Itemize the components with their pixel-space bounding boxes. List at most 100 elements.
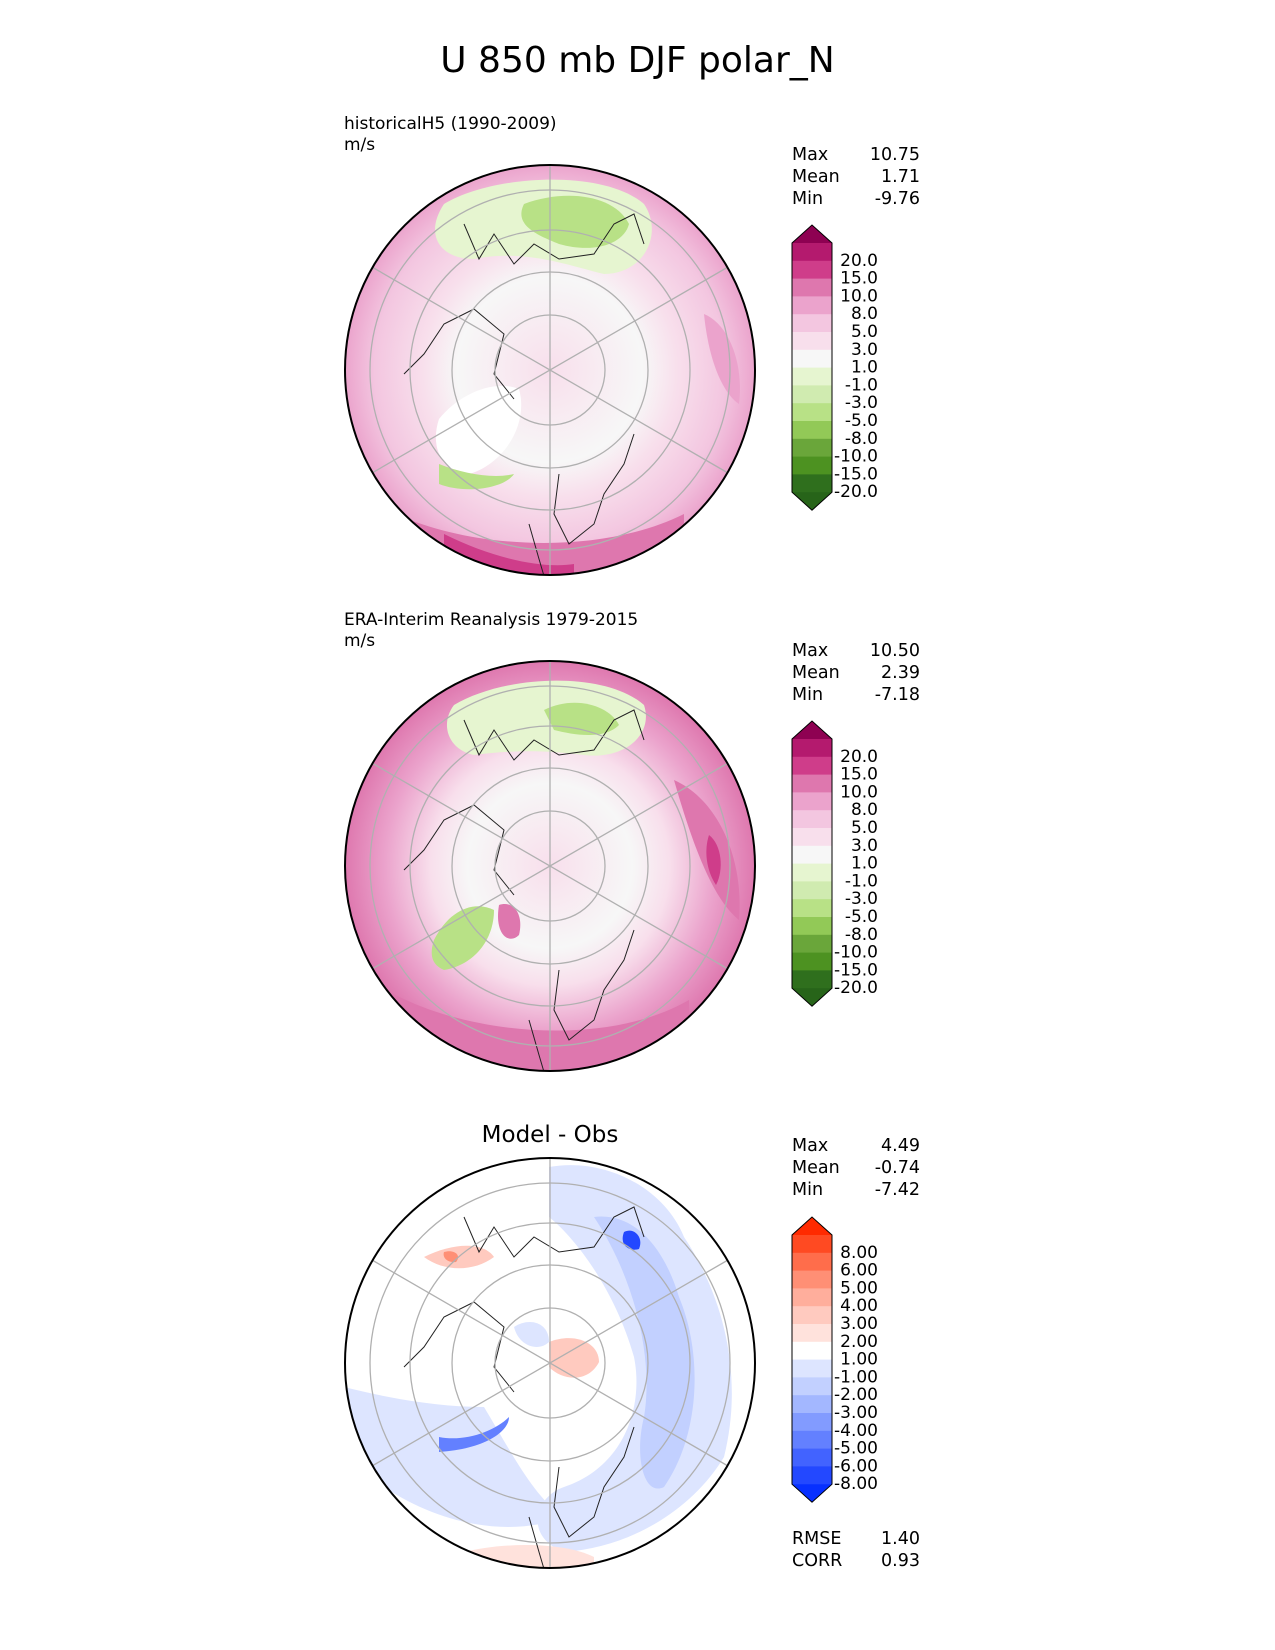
colorbar-tick-label: 8.0: [851, 304, 878, 324]
colorbar-segment: [792, 863, 832, 882]
colorbar-segment: [792, 952, 832, 971]
map1-boundary: [344, 164, 756, 576]
colorbar-tick-label: 20.0: [840, 747, 878, 767]
colorbar-tick-label: 10.0: [840, 782, 878, 802]
colorbar-segment: [792, 243, 832, 262]
colorbar-tick-label: -20.0: [834, 482, 878, 502]
colorbar-tick-label: -20.0: [834, 978, 878, 998]
figure-title: U 850 mb DJF polar_N: [440, 40, 835, 81]
colorbar-outline: [791, 1216, 833, 1503]
colorbar-tick-label: 8.0: [851, 800, 878, 820]
colorbar-segment: [792, 1341, 832, 1361]
colorbar-panel3: 8.006.005.004.003.002.001.00-1.00-2.00-3…: [791, 1216, 878, 1503]
colorbar-tick-label: -8.00: [834, 1474, 878, 1494]
panel3-extra-stats: RMSE 1.40 CORR 0.93: [792, 1528, 920, 1572]
colorbar-tick-label: -15.0: [834, 960, 878, 980]
colorbar-segment: [792, 1359, 832, 1378]
colorbar-tick-label: -6.00: [834, 1456, 878, 1476]
panel3-stat-max: Max 4.49: [792, 1136, 920, 1156]
colorbar-tick-label: -5.00: [834, 1439, 878, 1459]
colorbar-segment: [792, 421, 832, 440]
map3-blue-pole: [514, 1322, 549, 1347]
panel1-stat-mean: Mean 1.71: [792, 167, 920, 187]
colorbar-tick-label: 8.00: [840, 1243, 878, 1263]
panel2-stat-mean: Mean 2.39: [792, 663, 920, 683]
colorbar-segment: [792, 934, 832, 954]
colorbar-tick-label: 3.0: [851, 340, 878, 360]
colorbar-segment: [792, 1324, 832, 1343]
colorbar-segment: [792, 1413, 832, 1432]
panel3-stats: Max 4.49 Mean -0.74 Min -7.42: [792, 1135, 920, 1201]
colorbar-panel2: 20.015.010.08.05.03.01.0-1.0-3.0-5.0-8.0…: [791, 720, 878, 1007]
map2-green-greenland: [431, 906, 494, 970]
colorbar-tick-label: 6.00: [840, 1261, 878, 1281]
panel2-label-line2: m/s: [344, 631, 376, 651]
map3-blue-west: [345, 1387, 564, 1527]
colorbar-segment: [792, 1430, 832, 1450]
colorbar-tick-label: -3.0: [845, 889, 878, 909]
colorbar-segment: [792, 1395, 832, 1414]
map3-blue-east-mid: [594, 1216, 695, 1489]
colorbar-segment: [792, 278, 832, 297]
colorbar-tick-label: 3.0: [851, 836, 878, 856]
colorbar-segment: [792, 1377, 832, 1396]
colorbar-extend-max: [792, 1217, 832, 1235]
panel1-label-line1: historicalH5 (1990-2009): [344, 114, 557, 134]
colorbar-segment: [792, 1306, 832, 1325]
panel1-stat-min: Min -9.76: [792, 189, 920, 209]
colorbar-tick-label: 5.00: [840, 1278, 878, 1298]
colorbar-segment: [792, 1235, 832, 1254]
colorbar-segment: [792, 367, 832, 386]
colorbar-segment: [792, 1270, 832, 1289]
panel1-stat-max: Max 10.75: [792, 145, 920, 165]
colorbar-segment: [792, 385, 832, 404]
panel3-stat-rmse: RMSE 1.40: [792, 1529, 920, 1549]
colorbar-tick-label: 2.00: [840, 1332, 878, 1352]
colorbar-tick-label: -4.00: [834, 1421, 878, 1441]
map2-boundary: [344, 660, 756, 1072]
colorbar-tick-label: -15.0: [834, 464, 878, 484]
colorbar-tick-label: 20.0: [840, 251, 878, 271]
map-model-minus-obs: [344, 1157, 756, 1569]
colorbar-segment: [792, 474, 832, 493]
colorbar-segment: [792, 1252, 832, 1272]
colorbar-segment: [792, 260, 832, 280]
map1-greenland-low: [435, 385, 522, 474]
map3-blue-core: [622, 1230, 641, 1250]
colorbar-tick-label: -8.0: [845, 925, 878, 945]
colorbar-segment: [792, 881, 832, 900]
map1-pink-east: [704, 314, 740, 404]
colorbar-tick-label: -5.0: [845, 907, 878, 927]
colorbar-tick-label: 1.0: [851, 358, 878, 378]
colorbar-extend-max: [792, 225, 832, 243]
colorbar-segment: [792, 774, 832, 793]
colorbar-segment: [792, 739, 832, 758]
map3-red-pole: [549, 1338, 599, 1378]
colorbar-tick-label: 10.0: [840, 286, 878, 306]
panel1-stats: Max 10.75 Mean 1.71 Min -9.76: [792, 144, 920, 210]
diff-panel-title: Model - Obs: [481, 1122, 619, 1148]
colorbar-tick-label: 15.0: [840, 765, 878, 785]
colorbar-outline: [791, 224, 833, 511]
colorbar-tick-label: -3.00: [834, 1403, 878, 1423]
panel2-label: ERA-Interim Reanalysis 1979-2015 m/s: [344, 610, 638, 652]
map2-pink-greenland: [498, 904, 521, 939]
colorbar-tick-label: -3.0: [845, 393, 878, 413]
colorbar-tick-label: 1.0: [851, 854, 878, 874]
panel2-label-line1: ERA-Interim Reanalysis 1979-2015: [344, 610, 639, 630]
colorbar-tick-label: 3.00: [840, 1314, 878, 1334]
map1-green-north-core: [521, 195, 629, 248]
colorbar-segment: [792, 810, 832, 829]
panel3-stat-mean: Mean -0.74: [792, 1158, 920, 1178]
panel1-label: historicalH5 (1990-2009) m/s: [344, 114, 557, 156]
colorbar-segment: [792, 456, 832, 475]
map2-pink-east-core: [706, 835, 721, 885]
colorbar-segment: [792, 917, 832, 936]
map3-red-atlantic-core: [443, 1251, 459, 1263]
colorbar-segment: [792, 792, 832, 811]
colorbar-tick-label: -1.0: [845, 871, 878, 891]
colorbar-segment: [792, 296, 832, 315]
colorbar-extend-min: [792, 492, 832, 511]
map3-graticule: [369, 1158, 731, 1568]
colorbar-tick-label: 5.0: [851, 322, 878, 342]
